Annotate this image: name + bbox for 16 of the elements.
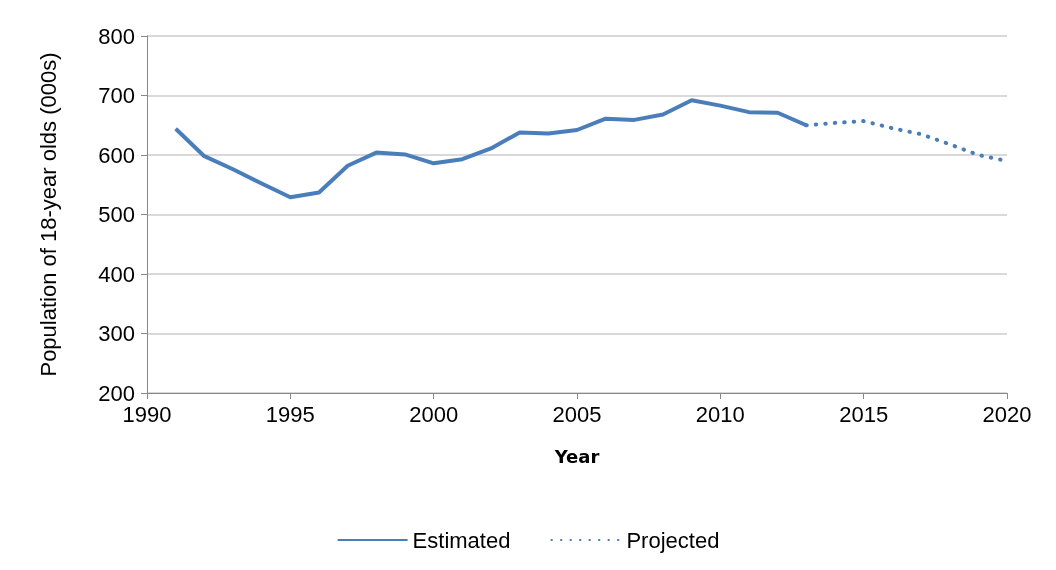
y-tick-label: 400 bbox=[98, 261, 135, 287]
x-axis-title: Year bbox=[553, 445, 600, 467]
legend-label: Projected bbox=[626, 527, 720, 553]
y-tick-label: 600 bbox=[98, 142, 135, 168]
x-tick-label: 2010 bbox=[695, 401, 745, 427]
x-tick-label: 2000 bbox=[409, 401, 459, 427]
x-tick-label: 2020 bbox=[982, 401, 1032, 427]
x-tick-label: 1995 bbox=[265, 401, 315, 427]
legend-label: Estimated bbox=[412, 527, 511, 553]
y-tick-label: 700 bbox=[98, 83, 135, 108]
x-tick-label: 2015 bbox=[839, 401, 889, 427]
y-tick-label: 500 bbox=[98, 202, 135, 227]
y-tick-label: 800 bbox=[98, 23, 135, 49]
x-tick-label: 2005 bbox=[552, 401, 602, 427]
y-axis-title: Population of 18-year olds (000s) bbox=[35, 52, 61, 377]
y-tick-label: 300 bbox=[98, 321, 135, 346]
